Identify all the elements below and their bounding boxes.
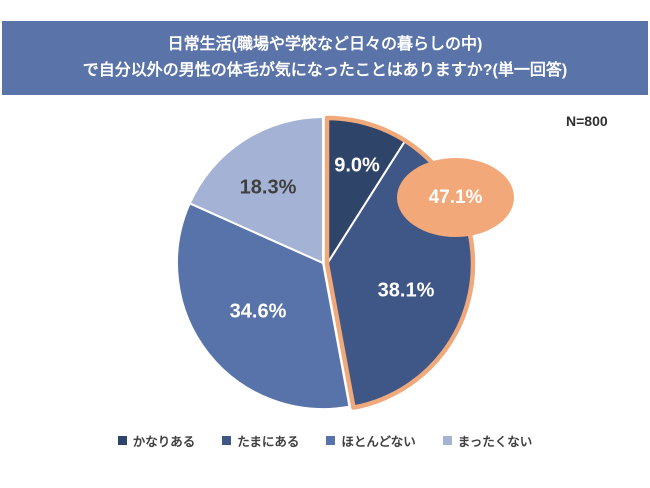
legend-label-tamani-aru: たまにある [237, 435, 300, 449]
slice-label-kanari-aru: 9.0% [334, 154, 380, 177]
legend-item-mattaku-nai: まったくない [442, 431, 533, 450]
slice-label-hotondo-nai: 34.6% [229, 300, 287, 323]
legend-item-tamani-aru: たまにある [222, 431, 299, 450]
legend-label-hotondo-nai: ほとんどない [341, 435, 416, 449]
chart-title-line-2: で自分以外の男性の体毛が気になったことはありますか?(単一回答) [82, 62, 568, 79]
chart-title-line-1: 日常生活(職場や学校など日々の暮らしの中) [167, 36, 483, 53]
chart-title-banner: 日常生活(職場や学校など日々の暮らしの中) で自分以外の男性の体毛が気になったこ… [2, 21, 648, 95]
pie-slice-3 [188, 116, 324, 264]
legend: かなりある たまにある ほとんどない まったくない [0, 431, 650, 450]
highlight-callout-ellipse: 47.1% [397, 158, 514, 237]
legend-swatch-mattaku-nai [442, 436, 452, 445]
legend-item-hotondo-nai: ほとんどない [326, 431, 416, 450]
legend-swatch-tamani-aru [222, 436, 232, 445]
legend-label-kanari-aru: かなりある [132, 435, 196, 449]
legend-swatch-kanari-aru [117, 436, 127, 445]
legend-label-mattaku-nai: まったくない [457, 435, 533, 449]
slice-label-tamani-aru: 38.1% [377, 279, 435, 302]
slice-label-mattaku-nai: 18.3% [239, 176, 297, 199]
highlight-wedge-outline [324, 115, 476, 410]
sample-size-label: N=800 [566, 113, 608, 129]
legend-swatch-hotondo-nai [326, 436, 336, 445]
pie-slice-2 [176, 202, 351, 410]
highlight-callout-label: 47.1% [428, 186, 483, 208]
legend-item-kanari-aru: かなりある [117, 431, 196, 450]
